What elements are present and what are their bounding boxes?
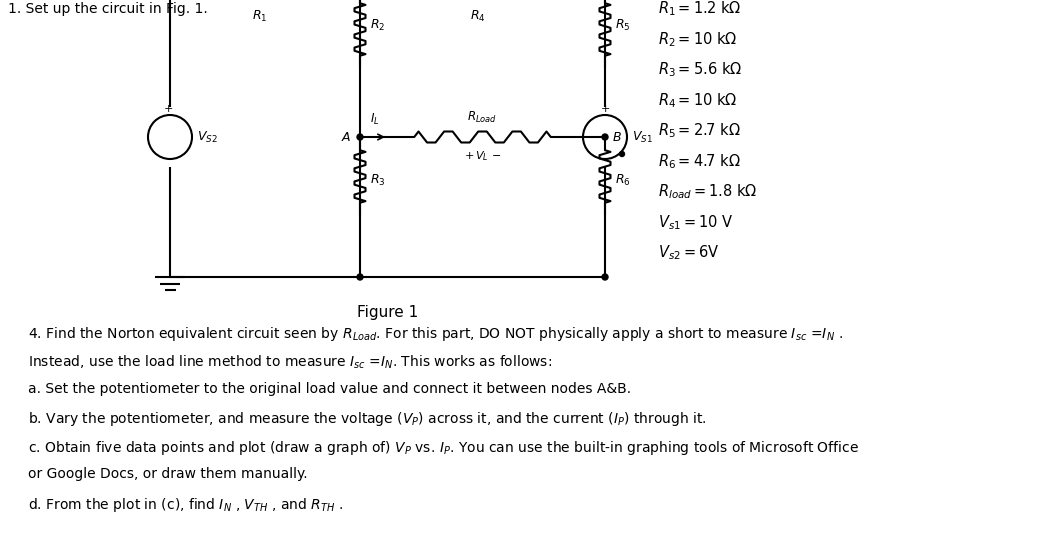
Text: 4. Find the Norton equivalent circuit seen by $R_{Load}$. For this part, DO NOT : 4. Find the Norton equivalent circuit se… [28,325,843,343]
Circle shape [602,274,609,280]
Text: $+\,V_L\,-$: $+\,V_L\,-$ [464,149,501,163]
Text: $R_6= 4.7\ \mathrm{k\Omega}$: $R_6= 4.7\ \mathrm{k\Omega}$ [658,152,741,171]
Text: $V_{S1}$: $V_{S1}$ [632,130,653,144]
Text: $V_{S2}$: $V_{S2}$ [196,130,218,144]
Text: $R_{load} = 1.8\ \mathrm{k\Omega}$: $R_{load} = 1.8\ \mathrm{k\Omega}$ [658,183,757,201]
Text: or Google Docs, or draw them manually.: or Google Docs, or draw them manually. [28,468,308,481]
Text: $R_2 = 10\ \mathrm{k\Omega}$: $R_2 = 10\ \mathrm{k\Omega}$ [658,30,737,49]
Text: B: B [613,131,621,143]
Text: d. From the plot in (c), find $I_N$ , $V_{TH}$ , and $R_{TH}$ .: d. From the plot in (c), find $I_N$ , $V… [28,496,343,514]
Text: $R_5 = 2.7\ \mathrm{k\Omega}$: $R_5 = 2.7\ \mathrm{k\Omega}$ [658,121,741,141]
Text: 1. Set up the circuit in Fig. 1.: 1. Set up the circuit in Fig. 1. [8,2,208,16]
Text: c. Obtain five data points and plot (draw a graph of) $V_P$ vs. $I_P$. You can u: c. Obtain five data points and plot (dra… [28,439,859,457]
Circle shape [619,152,624,156]
Text: $I_L$: $I_L$ [371,112,380,127]
Text: +: + [600,104,610,114]
Text: +: + [164,104,173,114]
Circle shape [357,274,363,280]
Text: $R_1$: $R_1$ [253,9,268,24]
Text: $R_3= 5.6\ \mathrm{k\Omega}$: $R_3= 5.6\ \mathrm{k\Omega}$ [658,61,742,79]
Text: a. Set the potentiometer to the original load value and connect it between nodes: a. Set the potentiometer to the original… [28,382,631,396]
Text: Figure 1: Figure 1 [357,305,418,319]
Text: $R_2$: $R_2$ [370,18,386,33]
Circle shape [602,134,609,140]
Text: Instead, use the load line method to measure $I_{sc}$ =$I_N$. This works as foll: Instead, use the load line method to mea… [28,353,552,371]
Text: $R_5$: $R_5$ [615,18,631,33]
Text: $R_4$: $R_4$ [469,9,485,24]
Text: $R_{Load}$: $R_{Load}$ [467,110,498,125]
Text: $V_{s1} =10\ \mathrm{V}$: $V_{s1} =10\ \mathrm{V}$ [658,213,734,232]
Text: b. Vary the potentiometer, and measure the voltage ($V_P$) across it, and the cu: b. Vary the potentiometer, and measure t… [28,410,706,428]
Text: $R_6$: $R_6$ [615,173,631,188]
Text: $V_{s2} = 6\mathrm{V}$: $V_{s2} = 6\mathrm{V}$ [658,243,719,263]
Text: $R_3$: $R_3$ [370,173,386,188]
Text: A: A [342,131,350,143]
Text: $R_4 = 10\ \mathrm{k\Omega}$: $R_4 = 10\ \mathrm{k\Omega}$ [658,91,737,110]
Text: $R_1 = 1.2\ \mathrm{k\Omega}$: $R_1 = 1.2\ \mathrm{k\Omega}$ [658,0,741,19]
Circle shape [357,134,363,140]
